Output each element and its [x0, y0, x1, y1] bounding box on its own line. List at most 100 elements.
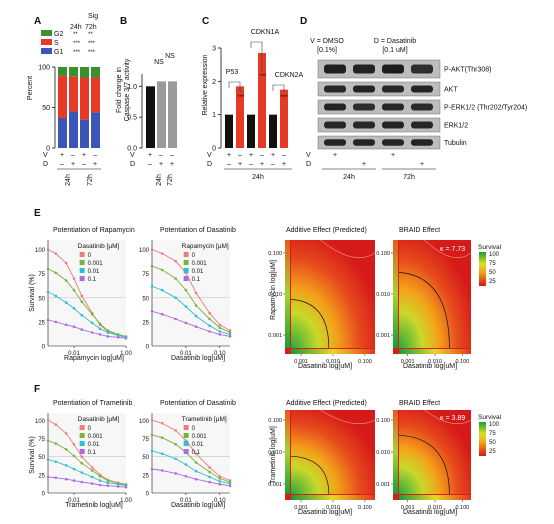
y-tick-label: 25 [142, 473, 149, 479]
treatment-mark: – [260, 152, 264, 159]
sig-col-72h: 72h [85, 24, 97, 31]
plot-title-2: Potentiation of Dasatinib [160, 400, 236, 407]
data-point [90, 475, 94, 479]
contour-50 [290, 299, 330, 349]
y-tick-label: 75 [142, 272, 149, 278]
blot-strip [317, 59, 441, 79]
kappa-value: κ = 7.73 [440, 246, 465, 253]
braid-effect-heatmap: 0.001 0.010 0.100 0.001 0.010 0.100 [376, 409, 472, 511]
plot-title-2: Potentiation of Dasatinib [160, 227, 236, 234]
plot-background [48, 240, 126, 346]
bar-segment-s [80, 77, 89, 120]
data-point [90, 469, 94, 472]
data-point [80, 480, 84, 484]
plot-title-1: Potentiation of Rapamycin [53, 227, 135, 234]
data-point [64, 323, 68, 327]
y-tick-label: 0.100 [376, 418, 390, 424]
additive-effect-heatmap: 0.001 0.010 0.100 0.001 0.010 0.100 [268, 239, 376, 365]
bar-segment-s [91, 77, 100, 113]
y-tick-label: 1.0 [127, 84, 137, 91]
data-point [98, 483, 102, 487]
series-line-0 [151, 249, 231, 331]
bar-segment-g2 [58, 67, 67, 76]
data-point [64, 261, 68, 265]
data-point [80, 313, 84, 317]
bars [225, 41, 288, 148]
x-axis-label-2: Dasatinib log[uM] [171, 502, 225, 509]
y-tick-label: 0.001 [376, 482, 390, 488]
treatment-mark: + [60, 152, 64, 159]
bar-v [146, 86, 155, 148]
bar-cdkn2a-d [280, 89, 288, 148]
data-point [184, 321, 188, 325]
plot-background [48, 413, 126, 493]
data-point [54, 460, 58, 464]
y-tick-label: 75 [38, 272, 45, 278]
blot-band [324, 85, 346, 93]
data-point [208, 480, 211, 484]
data-point [184, 288, 188, 292]
y-tick-label: 3 [212, 46, 216, 53]
data-point [150, 449, 154, 453]
y-axis-label-heatmap: Rapamycin log[uM] [270, 260, 277, 320]
data-point [194, 325, 198, 329]
sig-24h-g2: ** [73, 32, 78, 38]
panel-label-c: C [202, 16, 209, 27]
blot-strip [317, 99, 441, 115]
data-point [80, 455, 84, 458]
time-label-24h: 24h [252, 174, 264, 181]
legend-label-g1: G1 [54, 49, 63, 56]
data-point [208, 470, 211, 474]
series-line-0.1 [47, 319, 127, 339]
bar-segment-s [69, 76, 78, 112]
y-tick-label: 1 [212, 112, 216, 119]
treatment-mark: + [249, 152, 253, 159]
treatment-mark: – [170, 152, 174, 159]
contour-25 [424, 239, 472, 258]
legend-swatch [183, 433, 189, 438]
treatment-mark: – [159, 152, 163, 159]
x-tick-label: 0.100 [358, 505, 372, 511]
legend-swatch [79, 425, 85, 430]
data-point [174, 296, 177, 300]
row-label-d: D [130, 161, 135, 168]
y-tick-label: 0.001 [268, 482, 282, 488]
legend-swatch [183, 441, 189, 446]
treatment-mark: – [82, 161, 86, 168]
blot-strip [317, 117, 441, 133]
y-tick-label: 2 [212, 79, 216, 86]
data-point [150, 467, 154, 471]
row-label-v: V [207, 152, 212, 159]
y-tick-label: 0 [42, 492, 46, 498]
y-tick-label: 0.010 [268, 292, 282, 298]
series-line-0.1 [151, 310, 231, 337]
heatmap-surface [399, 410, 471, 494]
data-point [194, 304, 198, 307]
stacked-bars [58, 67, 100, 148]
panel-label-b: B [120, 16, 127, 27]
x-tick-label: 0.001 [294, 505, 308, 511]
time-label-24h: 24h [65, 174, 72, 186]
blot-strip [317, 135, 441, 150]
sig-cdkn2a: *** [280, 95, 288, 101]
data-point [218, 480, 222, 483]
legend-swatch [183, 425, 189, 430]
data-point [194, 477, 198, 481]
colorbar-tick-label: 50 [489, 270, 496, 276]
y-tick-label: 50 [38, 455, 45, 461]
legend-label-s: S [54, 40, 59, 47]
y-tick-label: 0.100 [268, 418, 282, 424]
y-axis-label-line1: Fold change in [116, 67, 123, 113]
y-axis: 0 50 100 [38, 65, 56, 153]
legend-label: 0 [88, 253, 92, 259]
data-point [54, 320, 58, 324]
data-point [160, 421, 164, 425]
data-point [218, 477, 222, 480]
data-point [228, 329, 232, 332]
time-label-72h: 72h [87, 174, 94, 186]
series-line-0 [47, 249, 127, 338]
legend-swatch [183, 276, 189, 281]
x-tick-label: 0.010 [326, 359, 340, 365]
blot-band [411, 64, 433, 74]
blot-band [411, 103, 433, 111]
